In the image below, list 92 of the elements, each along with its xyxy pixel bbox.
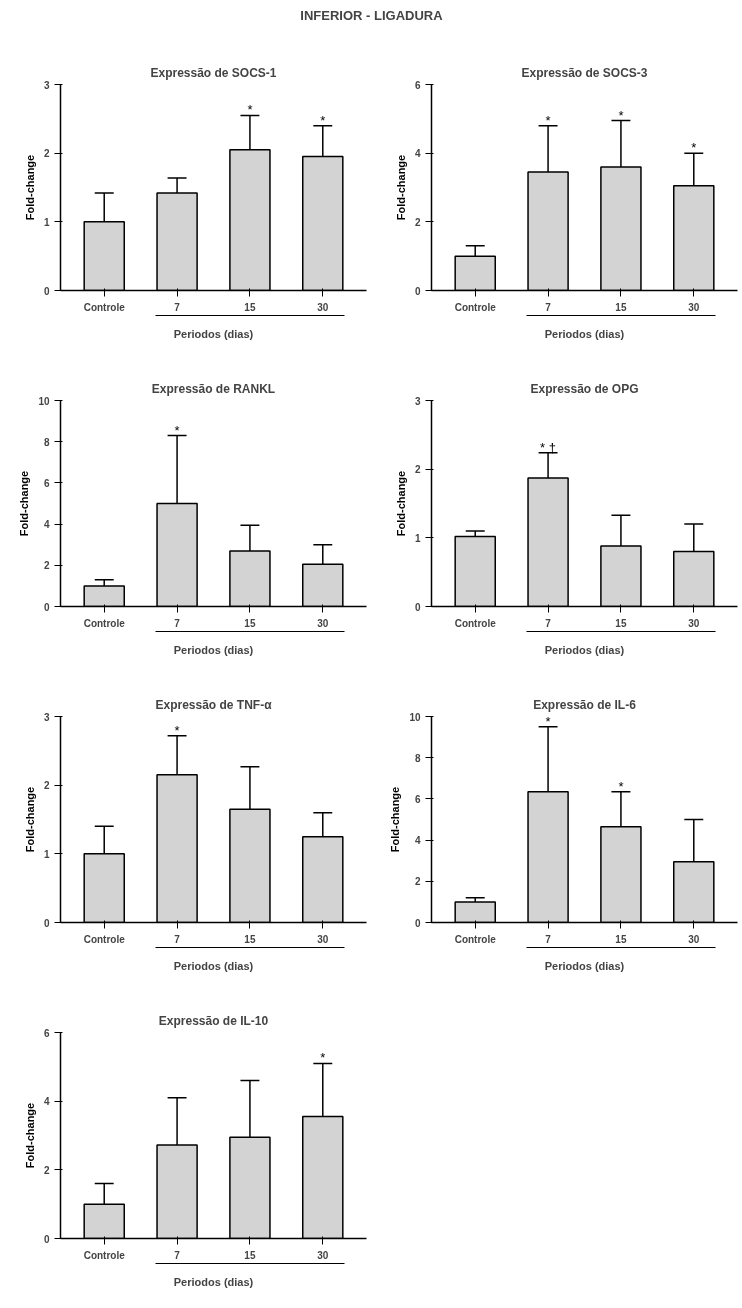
- y-tick-label: 0: [43, 601, 50, 613]
- y-tick-label: 4: [43, 1096, 50, 1108]
- x-tick-label: Controle: [454, 617, 497, 629]
- y-tick-label: 3: [43, 711, 50, 723]
- x-tick-label: 15: [615, 617, 627, 629]
- chart-title: Expressão de SOCS-1: [150, 65, 277, 80]
- x-tick-label: 15: [244, 301, 256, 313]
- text: INFERIOR - LIGADURA: [300, 7, 444, 23]
- annotation: *: [618, 778, 624, 794]
- y-tick-label: 10: [38, 395, 50, 407]
- y-tick-label: 8: [414, 752, 421, 764]
- y-tick-label: 6: [414, 79, 421, 91]
- y-tick-label: 0: [43, 917, 50, 929]
- x-tick-label: 30: [317, 933, 329, 945]
- x-tick-label: 30: [317, 617, 329, 629]
- chart-title: Expressão de TNF-α: [155, 697, 273, 712]
- x-tick-label: 15: [615, 933, 627, 945]
- y-tick-label: 3: [43, 79, 50, 91]
- y-tick-label: 4: [414, 148, 421, 160]
- annotation: *: [174, 722, 180, 738]
- y-axis-title: Fold-change: [23, 154, 36, 221]
- x-tick-label: 7: [545, 301, 552, 313]
- y-tick-label: 0: [414, 285, 421, 297]
- y-tick-label: 8: [43, 436, 50, 448]
- x-axis-title: Periodos (dias): [173, 327, 254, 340]
- y-axis-title: Fold-change: [394, 154, 407, 221]
- y-axis-title: Fold-change: [23, 1102, 36, 1169]
- y-tick-label: 0: [43, 285, 50, 297]
- annotation: *: [174, 422, 180, 438]
- x-axis-title: Periodos (dias): [173, 959, 254, 972]
- annotation: *: [320, 1050, 326, 1066]
- y-axis-title: Fold-change: [394, 470, 407, 537]
- x-tick-label: 30: [688, 617, 700, 629]
- y-tick-label: 0: [43, 1233, 50, 1245]
- chart-title: Expressão de IL-6: [533, 697, 637, 712]
- x-tick-label: 7: [174, 617, 181, 629]
- x-tick-label: 7: [545, 933, 552, 945]
- y-tick-label: 10: [409, 711, 421, 723]
- x-axis-title: Periodos (dias): [544, 643, 625, 656]
- y-tick-label: 1: [43, 848, 50, 860]
- x-tick-label: 15: [244, 1249, 256, 1261]
- y-tick-label: 1: [414, 532, 421, 544]
- y-tick-label: 2: [43, 148, 50, 160]
- y-tick-label: 2: [43, 1164, 50, 1176]
- y-tick-label: 2: [414, 876, 421, 888]
- y-tick-label: 2: [43, 560, 50, 572]
- x-tick-label: Controle: [83, 301, 126, 313]
- x-tick-label: Controle: [83, 933, 126, 945]
- y-tick-label: 6: [43, 477, 50, 489]
- x-tick-label: 15: [615, 301, 627, 313]
- y-axis-title: Fold-change: [389, 786, 402, 853]
- x-tick-label: Controle: [454, 301, 497, 313]
- x-tick-label: 7: [174, 933, 181, 945]
- chart-title: Expressão de OPG: [530, 381, 639, 396]
- x-tick-label: 15: [244, 617, 256, 629]
- annotation: *: [691, 140, 697, 156]
- annotation: *: [320, 112, 326, 128]
- x-tick-label: 15: [244, 933, 256, 945]
- y-tick-label: 6: [414, 793, 421, 805]
- y-tick-label: 6: [43, 1027, 50, 1039]
- y-tick-label: 2: [414, 216, 421, 228]
- x-tick-label: 30: [688, 301, 700, 313]
- chart-title: Expressão de RANKL: [151, 381, 276, 396]
- x-tick-label: Controle: [83, 617, 126, 629]
- annotation: *: [247, 102, 253, 118]
- x-tick-label: 30: [317, 301, 329, 313]
- x-tick-label: 7: [174, 1249, 181, 1261]
- x-tick-label: 7: [545, 617, 552, 629]
- y-tick-label: 0: [414, 601, 421, 613]
- y-tick-label: 4: [43, 519, 50, 531]
- x-tick-label: 30: [317, 1249, 329, 1261]
- x-axis-title: Periodos (dias): [544, 327, 625, 340]
- x-axis-title: Periodos (dias): [173, 643, 254, 656]
- chart-title: Expressão de IL-10: [158, 1013, 269, 1028]
- x-tick-label: 7: [174, 301, 181, 313]
- y-tick-label: 2: [414, 464, 421, 476]
- x-tick-label: Controle: [83, 1249, 126, 1261]
- x-tick-label: Controle: [454, 933, 497, 945]
- annotation: *: [545, 112, 551, 128]
- y-axis-title: Fold-change: [18, 470, 31, 537]
- annotation: *: [545, 713, 551, 729]
- chart-title: Expressão de SOCS-3: [521, 65, 648, 80]
- y-tick-label: 2: [43, 780, 50, 792]
- y-tick-label: 0: [414, 917, 421, 929]
- annotation: *: [618, 107, 624, 123]
- x-axis-title: Periodos (dias): [173, 1275, 254, 1288]
- x-axis-title: Periodos (dias): [544, 959, 625, 972]
- y-tick-label: 3: [414, 395, 421, 407]
- y-tick-label: 4: [414, 835, 421, 847]
- y-axis-title: Fold-change: [23, 786, 36, 853]
- x-tick-label: 30: [688, 933, 700, 945]
- y-tick-label: 1: [43, 216, 50, 228]
